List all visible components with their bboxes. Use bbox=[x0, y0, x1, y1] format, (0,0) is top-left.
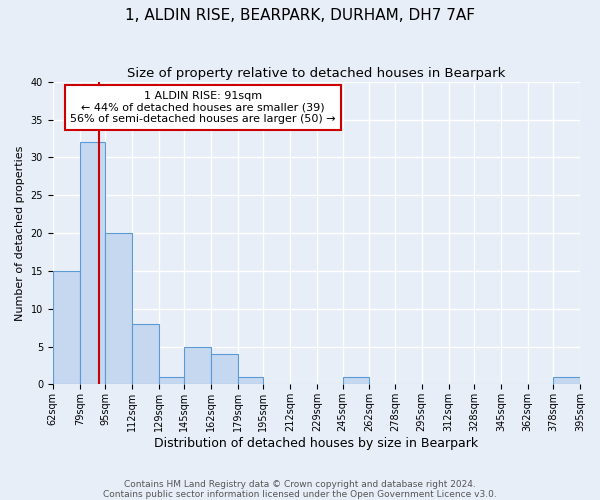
Title: Size of property relative to detached houses in Bearpark: Size of property relative to detached ho… bbox=[127, 68, 506, 80]
Bar bbox=[238, 377, 263, 384]
Bar bbox=[343, 377, 370, 384]
Text: Contains HM Land Registry data © Crown copyright and database right 2024.
Contai: Contains HM Land Registry data © Crown c… bbox=[103, 480, 497, 499]
Text: 1, ALDIN RISE, BEARPARK, DURHAM, DH7 7AF: 1, ALDIN RISE, BEARPARK, DURHAM, DH7 7AF bbox=[125, 8, 475, 22]
Bar bbox=[211, 354, 238, 384]
Bar bbox=[132, 324, 159, 384]
Bar bbox=[184, 346, 211, 385]
Bar bbox=[553, 377, 580, 384]
Y-axis label: Number of detached properties: Number of detached properties bbox=[15, 146, 25, 320]
Bar bbox=[80, 142, 105, 384]
Text: 1 ALDIN RISE: 91sqm
← 44% of detached houses are smaller (39)
56% of semi-detach: 1 ALDIN RISE: 91sqm ← 44% of detached ho… bbox=[70, 90, 336, 124]
Bar bbox=[53, 271, 80, 384]
Bar bbox=[159, 377, 184, 384]
X-axis label: Distribution of detached houses by size in Bearpark: Distribution of detached houses by size … bbox=[154, 437, 478, 450]
Bar bbox=[105, 233, 132, 384]
